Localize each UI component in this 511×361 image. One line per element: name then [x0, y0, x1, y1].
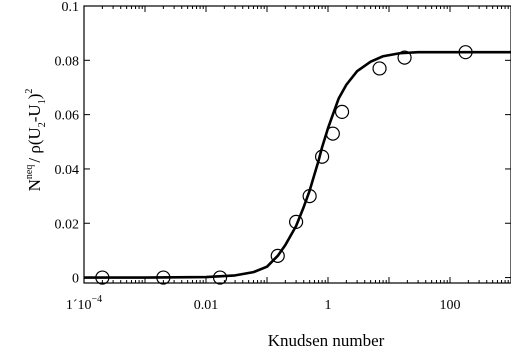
data-point-marker	[397, 50, 412, 65]
y-tick-label: 0.04	[55, 163, 80, 178]
svg-text:Nneq/ ρ(U2-U1)2: Nneq/ ρ(U2-U1)2	[24, 89, 48, 192]
y-tick-label: 0.06	[55, 109, 80, 124]
x-tick-label: 100	[440, 298, 461, 313]
data-point-marker	[270, 248, 285, 263]
data-point-marker	[95, 270, 110, 285]
data-point-marker	[289, 214, 304, 229]
data-point-marker	[212, 270, 228, 285]
data-point-marker	[314, 149, 330, 164]
y-tick-label: 0.1	[62, 0, 80, 15]
data-point-marker	[156, 270, 171, 285]
x-tick-label: 1	[325, 298, 332, 313]
data-point-marker	[302, 188, 317, 204]
y-axis-title: Nneq/ ρ(U2-U1)2	[24, 89, 48, 192]
data-point-marker	[372, 61, 387, 76]
y-tick-label: 0.02	[55, 217, 80, 232]
y-tick-label: 0.08	[55, 54, 80, 69]
fit-curve-line	[84, 50, 511, 279]
y-tick-label: 0	[72, 272, 79, 287]
data-point-marker	[325, 126, 340, 141]
data-point-marker	[334, 104, 350, 120]
data-point-marker	[458, 45, 473, 60]
x-tick-label: 0.01	[194, 298, 219, 313]
x-tick-label: 1´10−4	[66, 294, 102, 313]
x-axis-title: Knudsen number	[268, 331, 385, 350]
plot-frame	[83, 5, 511, 284]
